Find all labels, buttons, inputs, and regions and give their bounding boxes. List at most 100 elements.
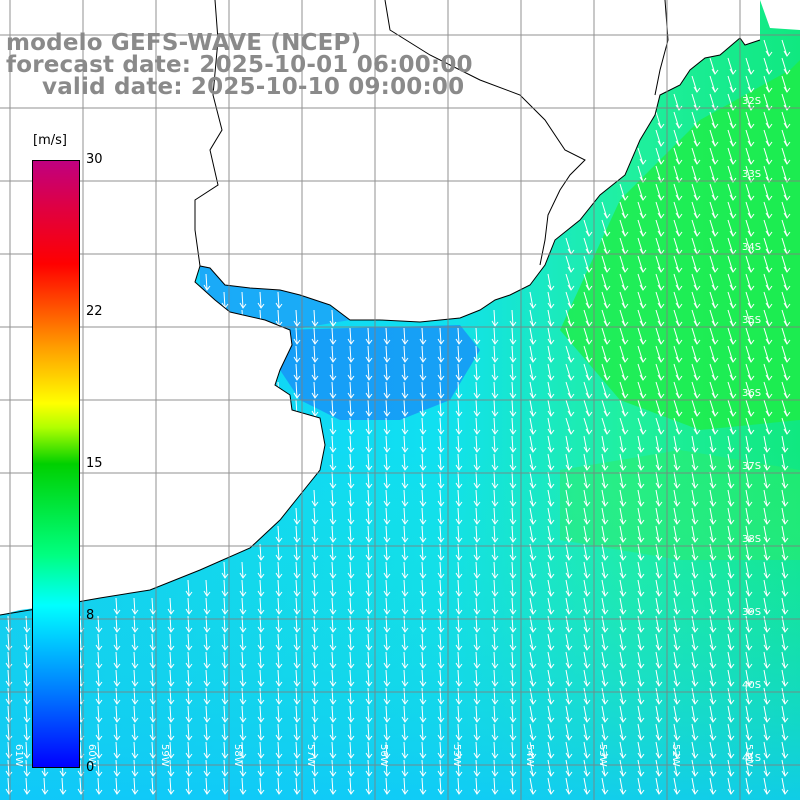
wind-arrow bbox=[473, 489, 481, 507]
wind-arrow bbox=[745, 561, 753, 579]
wind-arrow bbox=[529, 687, 537, 705]
wind-arrow bbox=[113, 759, 121, 777]
latitude-label: 34S bbox=[742, 242, 761, 253]
wind-arrow bbox=[763, 687, 771, 705]
longitude-label: 52W bbox=[670, 744, 681, 767]
wind-arrow bbox=[401, 777, 409, 795]
wind-arrow bbox=[691, 723, 699, 741]
wind-arrow bbox=[419, 633, 427, 651]
wind-arrow bbox=[113, 777, 121, 795]
wind-arrow bbox=[95, 759, 103, 777]
wind-arrow bbox=[673, 705, 681, 723]
wind-arrow bbox=[113, 669, 121, 687]
wind-arrow bbox=[781, 741, 789, 759]
wind-arrow bbox=[547, 561, 555, 579]
longitude-label: 60W bbox=[86, 744, 97, 767]
wind-arrow bbox=[257, 579, 265, 597]
wind-arrow bbox=[437, 471, 445, 489]
wind-arrow bbox=[491, 561, 499, 579]
wind-arrow bbox=[5, 723, 13, 741]
wind-arrow bbox=[221, 651, 229, 669]
wind-arrow bbox=[347, 507, 355, 525]
wind-arrow bbox=[619, 741, 627, 759]
wind-arrow bbox=[365, 741, 373, 759]
wind-arrow bbox=[311, 543, 319, 561]
wind-arrow bbox=[491, 453, 499, 471]
wind-arrow bbox=[5, 687, 13, 705]
wind-arrow bbox=[583, 471, 591, 489]
wind-arrow bbox=[655, 651, 663, 669]
wind-arrow bbox=[781, 561, 789, 579]
wind-arrow bbox=[565, 741, 573, 759]
wind-arrow bbox=[275, 381, 283, 399]
wind-arrow bbox=[781, 381, 791, 399]
wind-arrow bbox=[455, 705, 463, 723]
wind-arrow bbox=[419, 489, 427, 507]
wind-arrow bbox=[691, 543, 699, 561]
wind-arrow bbox=[637, 165, 647, 183]
wind-arrow bbox=[781, 525, 789, 543]
wind-arrow bbox=[293, 651, 301, 669]
wind-arrow bbox=[709, 219, 719, 237]
wind-arrow bbox=[95, 687, 103, 705]
wind-arrow bbox=[203, 669, 211, 687]
wind-arrow bbox=[491, 309, 499, 327]
wind-arrow bbox=[257, 309, 265, 327]
wind-arrow bbox=[601, 327, 611, 345]
wind-arrow bbox=[619, 705, 627, 723]
wind-arrow bbox=[329, 633, 337, 651]
wind-arrow bbox=[745, 309, 755, 327]
wind-arrow bbox=[113, 633, 121, 651]
wind-arrow bbox=[383, 435, 391, 453]
wind-arrow bbox=[95, 651, 103, 669]
wind-arrow bbox=[347, 723, 355, 741]
wind-arrow bbox=[239, 561, 247, 579]
wind-arrow bbox=[583, 453, 591, 471]
wind-arrow bbox=[727, 705, 735, 723]
wind-arrow bbox=[565, 327, 575, 345]
wind-arrow bbox=[565, 255, 575, 273]
wind-arrow bbox=[455, 525, 463, 543]
wind-arrow bbox=[419, 777, 427, 795]
wind-arrow bbox=[347, 363, 355, 381]
wind-arrow bbox=[601, 561, 609, 579]
wind-arrow bbox=[745, 147, 755, 165]
wind-arrow bbox=[619, 363, 629, 381]
wind-arrow bbox=[673, 363, 683, 381]
wind-arrow bbox=[455, 669, 463, 687]
wind-arrow bbox=[619, 723, 627, 741]
wind-arrow bbox=[365, 597, 373, 615]
wind-arrow bbox=[455, 687, 463, 705]
wind-arrow bbox=[745, 579, 753, 597]
wind-arrow bbox=[745, 381, 755, 399]
wind-arrow bbox=[239, 759, 247, 777]
wind-arrow bbox=[401, 363, 409, 381]
wind-arrow bbox=[781, 435, 789, 453]
wind-arrow bbox=[781, 201, 791, 219]
wind-arrow bbox=[455, 489, 463, 507]
wind-arrow bbox=[401, 669, 409, 687]
wind-arrow bbox=[529, 507, 537, 525]
wind-arrow bbox=[583, 669, 591, 687]
wind-arrow bbox=[329, 759, 337, 777]
wind-arrow bbox=[529, 381, 537, 399]
wind-arrow bbox=[455, 561, 463, 579]
wind-arrow bbox=[781, 165, 791, 183]
wind-arrow bbox=[619, 399, 629, 417]
wind-arrow bbox=[329, 327, 337, 345]
wind-arrow bbox=[547, 291, 555, 309]
wind-arrow bbox=[619, 453, 627, 471]
wind-arrow bbox=[473, 345, 481, 363]
wind-arrow bbox=[5, 651, 13, 669]
wind-arrow bbox=[601, 453, 609, 471]
wind-arrow bbox=[509, 561, 517, 579]
wind-arrow bbox=[727, 75, 737, 93]
wind-arrow bbox=[691, 363, 701, 381]
wind-arrow bbox=[383, 687, 391, 705]
wind-arrow bbox=[781, 345, 791, 363]
wind-arrow bbox=[727, 273, 737, 291]
wind-arrow bbox=[763, 381, 773, 399]
wind-arrow bbox=[745, 525, 753, 543]
wind-arrow bbox=[583, 417, 593, 435]
